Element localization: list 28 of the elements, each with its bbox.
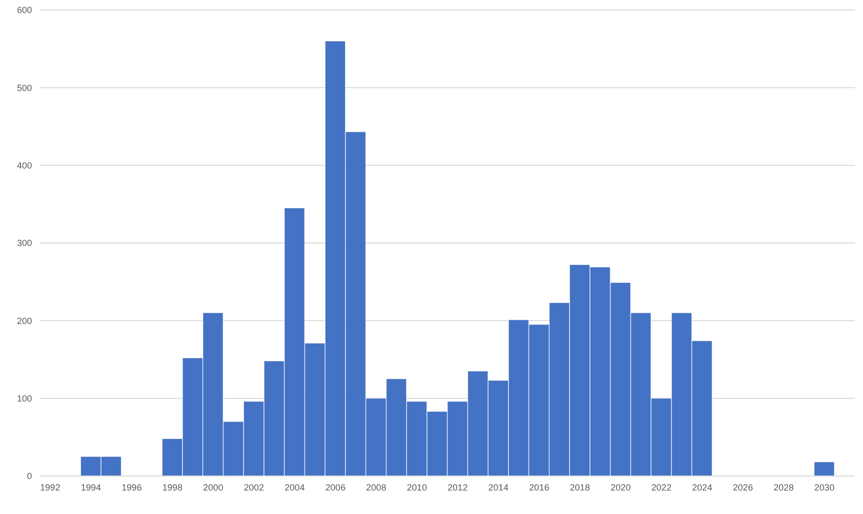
y-tick-label: 400	[16, 160, 32, 171]
x-tick-label: 2008	[366, 482, 386, 492]
x-tick-label: 2006	[325, 482, 346, 492]
x-tick-label: 2026	[732, 482, 753, 492]
x-tick-label: 2010	[406, 482, 427, 492]
x-tick-label: 2030	[814, 482, 834, 492]
x-tick-label: 2028	[774, 482, 794, 492]
x-tick-label: 2022	[651, 482, 672, 492]
y-tick-label: 200	[16, 316, 32, 326]
x-tick-label: 2020	[610, 482, 631, 492]
x-tick-label: 2000	[203, 482, 224, 492]
x-tick-label: 1998	[162, 482, 182, 492]
y-tick-label: 300	[16, 238, 32, 248]
x-tick-label: 2014	[488, 482, 508, 492]
x-tick-label: 1996	[122, 482, 142, 492]
y-tick-label: 500	[16, 82, 32, 93]
y-tick-label: 100	[16, 394, 32, 404]
x-tick-label: 2024	[692, 482, 712, 492]
x-tick-label: 1992	[40, 482, 60, 492]
x-tick-label: 2004	[284, 482, 305, 492]
y-tick-label: 0	[26, 471, 32, 482]
y-tick-label: 600	[16, 5, 32, 16]
x-tick-label: 2016	[529, 482, 550, 492]
x-tick-label: 1994	[80, 482, 101, 492]
x-tick-label: 2002	[244, 482, 264, 492]
bar	[814, 462, 834, 476]
x-tick-label: 2018	[570, 482, 590, 492]
x-tick-label: 2012	[448, 482, 468, 492]
